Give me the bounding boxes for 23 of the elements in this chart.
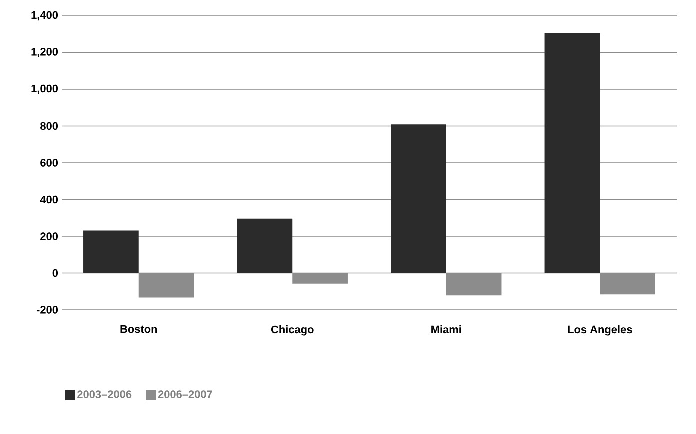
- y-tick-label: 0: [52, 269, 58, 278]
- legend-label: 2003–2006: [78, 390, 132, 398]
- y-tick-label: 1,200: [32, 48, 58, 58]
- bar: [84, 230, 139, 274]
- y-tick-label: 400: [40, 196, 58, 204]
- y-tick-label: -200: [36, 306, 58, 314]
- bar: [292, 273, 348, 284]
- legend-label: 2006–2007: [158, 390, 212, 398]
- y-tick-label: 1,000: [32, 84, 58, 94]
- x-tick-label: Miami: [432, 326, 462, 334]
- bar: [446, 273, 502, 296]
- y-tick-label: 1,400: [32, 11, 58, 21]
- bar: [237, 218, 293, 274]
- bar: [138, 273, 194, 298]
- bar: [391, 124, 446, 274]
- bar: [544, 33, 600, 274]
- x-tick-label: Boston: [120, 326, 158, 334]
- x-tick-label: Chicago: [271, 326, 314, 336]
- x-tick-label: Los Angeles: [568, 326, 632, 336]
- y-tick-label: 600: [40, 159, 58, 167]
- y-tick-label: 200: [40, 232, 58, 240]
- y-tick-label: 800: [40, 122, 58, 130]
- bar: [600, 273, 656, 295]
